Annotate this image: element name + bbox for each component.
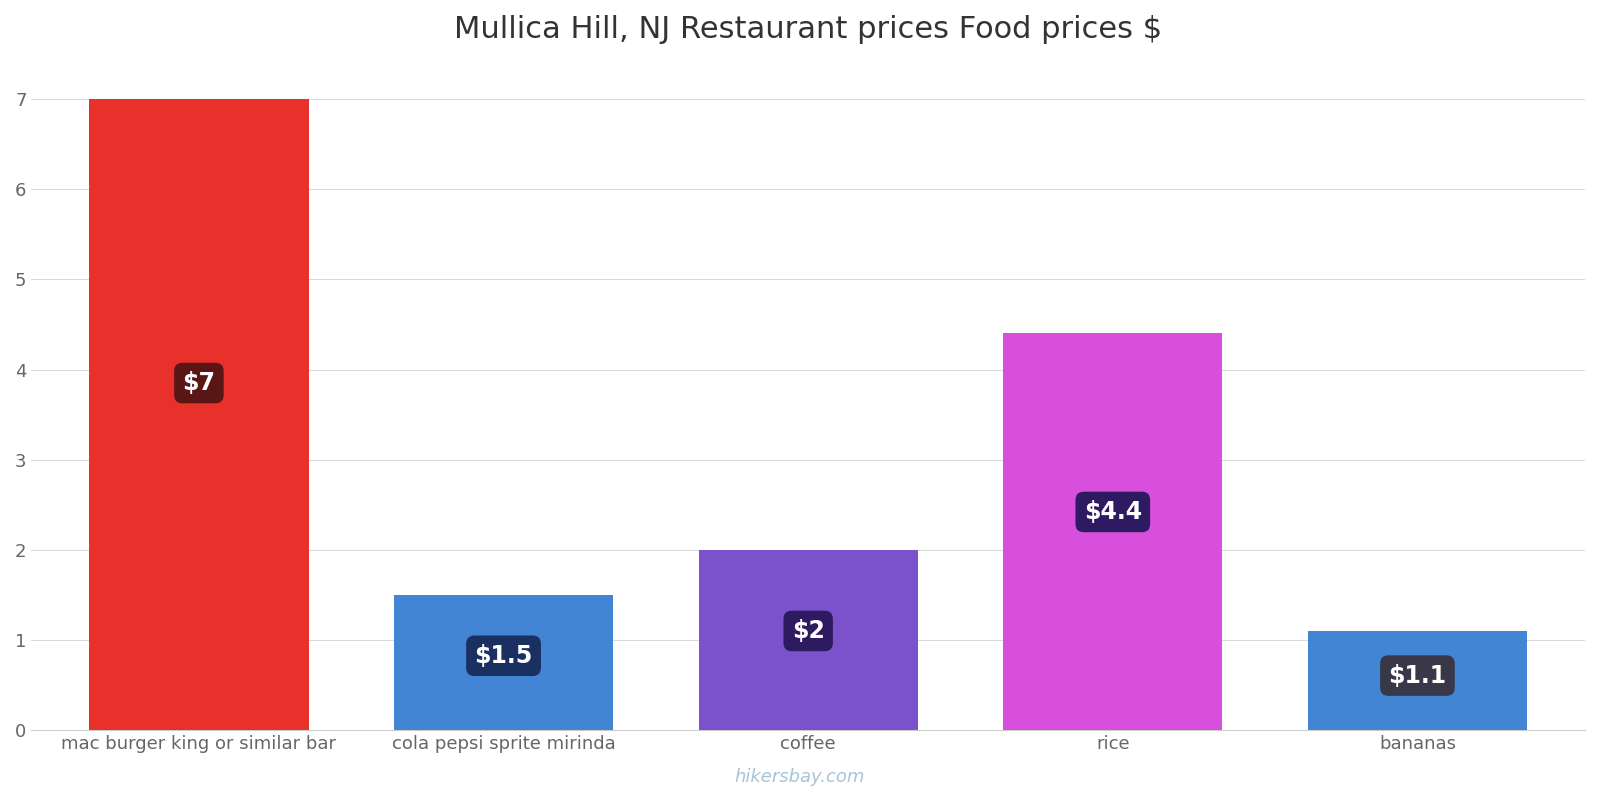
Bar: [699, 550, 918, 730]
Text: $7: $7: [182, 371, 216, 395]
Bar: [1003, 334, 1222, 730]
Title: Mullica Hill, NJ Restaurant prices Food prices $: Mullica Hill, NJ Restaurant prices Food …: [454, 15, 1162, 44]
Text: hikersbay.com: hikersbay.com: [734, 768, 866, 786]
Bar: [394, 595, 613, 730]
Text: $4.4: $4.4: [1083, 500, 1142, 524]
Text: $1.5: $1.5: [475, 644, 533, 668]
Bar: [90, 99, 309, 730]
Text: $2: $2: [792, 619, 824, 643]
Text: $1.1: $1.1: [1389, 663, 1446, 687]
Bar: [1307, 631, 1526, 730]
